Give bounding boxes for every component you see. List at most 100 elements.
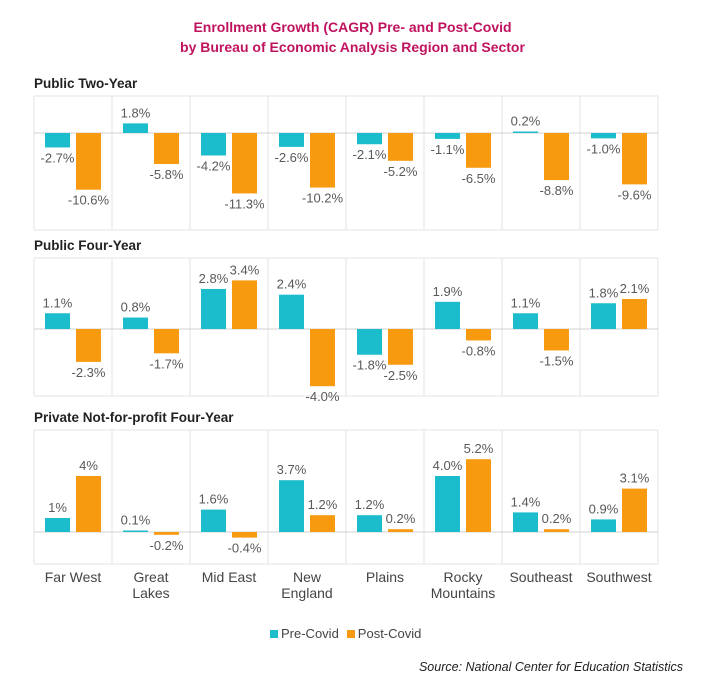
data-label-panel1-pre-4: -1.8% (353, 358, 387, 373)
data-label-panel2-pre-6: 1.4% (511, 494, 541, 509)
bar-panel1-pre-2 (201, 288, 226, 329)
bar-panel1-post-7 (622, 298, 647, 329)
data-label-panel1-post-3: -4.0% (306, 389, 340, 404)
legend-label-pre-covid: Pre-Covid (281, 626, 339, 641)
bar-panel2-post-1 (154, 532, 179, 535)
data-label-panel0-pre-7: -1.0% (587, 141, 621, 156)
bar-panel1-pre-0 (45, 313, 70, 329)
bar-panel1-post-2 (232, 280, 257, 329)
bar-panel2-pre-3 (279, 480, 304, 532)
data-label-panel0-pre-3: -2.6% (275, 150, 309, 165)
bar-panel2-post-2 (232, 532, 257, 538)
bar-panel1-post-5 (466, 329, 491, 341)
data-label-panel0-post-4: -5.2% (384, 164, 418, 179)
category-label-5: Rocky (444, 569, 483, 585)
data-label-panel0-pre-1: 1.8% (121, 105, 151, 120)
bar-panel2-post-3 (310, 515, 335, 532)
bar-panel1-pre-6 (513, 313, 538, 329)
bar-panel0-post-3 (310, 133, 335, 188)
bar-panel2-post-4 (388, 529, 413, 532)
data-label-panel2-post-3: 1.2% (308, 497, 338, 512)
category-label-7: Southwest (586, 569, 651, 585)
data-label-panel2-post-1: -0.2% (150, 538, 184, 553)
data-label-panel0-post-6: -8.8% (540, 183, 574, 198)
bar-panel1-pre-5 (435, 301, 460, 329)
legend-item-post-covid: Post-Covid (346, 626, 421, 641)
category-label-1-line2: Lakes (132, 585, 169, 601)
category-label-4: Plains (366, 569, 404, 585)
bar-panel0-pre-0 (45, 133, 70, 148)
legend-swatch-pre-covid (270, 629, 278, 638)
bar-panel2-pre-2 (201, 509, 226, 532)
data-label-panel1-pre-3: 2.4% (277, 277, 307, 292)
category-label-0: Far West (45, 569, 102, 585)
bar-panel1-post-3 (310, 329, 335, 387)
data-label-panel1-pre-2: 2.8% (199, 271, 229, 286)
bar-panel0-post-4 (388, 133, 413, 161)
data-label-panel1-pre-5: 1.9% (433, 284, 463, 299)
category-label-1: Great (133, 569, 168, 585)
bar-panel1-post-6 (544, 329, 569, 351)
bar-panel0-post-1 (154, 133, 179, 165)
category-label-2: Mid East (202, 569, 257, 585)
data-label-panel2-post-6: 0.2% (542, 511, 572, 526)
category-label-5-line2: Mountains (431, 585, 496, 601)
bar-panel2-pre-1 (123, 530, 148, 532)
bar-panel2-post-0 (76, 476, 101, 532)
data-label-panel1-pre-1: 0.8% (121, 300, 151, 315)
category-label-3-line2: England (281, 585, 332, 601)
data-label-panel1-post-0: -2.3% (72, 365, 106, 380)
bar-panel1-pre-4 (357, 329, 382, 355)
data-label-panel2-pre-4: 1.2% (355, 497, 385, 512)
bar-panel0-pre-4 (357, 133, 382, 145)
data-label-panel1-post-2: 3.4% (230, 262, 260, 277)
data-label-panel0-post-2: -11.3% (224, 196, 265, 211)
data-label-panel2-pre-2: 1.6% (199, 492, 229, 507)
data-label-panel0-post-1: -5.8% (150, 167, 184, 182)
bar-panel1-pre-1 (123, 317, 148, 329)
bar-panel0-pre-5 (435, 133, 460, 139)
bar-panel0-pre-6 (513, 131, 538, 133)
bar-panel0-post-5 (466, 133, 491, 168)
data-label-panel0-pre-0: -2.7% (41, 150, 75, 165)
data-label-panel2-post-0: 4% (79, 458, 98, 473)
bar-panel0-pre-1 (123, 123, 148, 133)
bar-panel1-post-0 (76, 329, 101, 362)
bar-panel0-post-2 (232, 133, 257, 194)
data-label-panel1-post-5: -0.8% (462, 343, 496, 358)
legend-swatch-post-covid (346, 629, 355, 638)
source-note: Source: National Center for Education St… (418, 660, 683, 674)
data-label-panel2-pre-7: 0.9% (589, 501, 619, 516)
data-label-panel1-post-4: -2.5% (384, 368, 418, 383)
data-label-panel2-post-4: 0.2% (386, 511, 416, 526)
data-label-panel1-post-1: -1.7% (150, 356, 184, 371)
bar-panel2-post-7 (622, 488, 647, 532)
data-label-panel2-pre-1: 0.1% (121, 513, 151, 528)
legend: Pre-Covid Post-Covid (270, 626, 425, 641)
bar-panel0-post-7 (622, 133, 647, 185)
bar-panel1-post-1 (154, 329, 179, 354)
data-label-panel1-post-6: -1.5% (540, 353, 574, 368)
data-label-panel0-post-3: -10.2% (302, 191, 344, 206)
bar-panel2-pre-6 (513, 512, 538, 532)
data-label-panel0-pre-2: -4.2% (197, 158, 231, 173)
data-label-panel0-pre-5: -1.1% (431, 142, 465, 157)
data-label-panel2-post-2: -0.4% (228, 541, 262, 556)
data-label-panel0-post-5: -6.5% (462, 171, 496, 186)
data-label-panel0-pre-6: 0.2% (511, 114, 541, 129)
bar-panel0-post-0 (76, 133, 101, 190)
bar-panel0-pre-3 (279, 133, 304, 147)
category-label-6: Southeast (509, 569, 572, 585)
data-label-panel1-pre-0: 1.1% (43, 295, 73, 310)
panel-title-public-four-year: Public Four-Year (34, 238, 142, 253)
data-label-panel2-post-7: 3.1% (620, 471, 650, 486)
data-label-panel1-post-7: 2.1% (620, 281, 650, 296)
data-label-panel0-post-7: -9.6% (618, 187, 652, 202)
data-label-panel2-pre-0: 1% (48, 500, 67, 515)
data-label-panel2-pre-3: 3.7% (277, 462, 307, 477)
data-label-panel0-post-0: -10.6% (68, 193, 110, 208)
bar-panel2-pre-7 (591, 519, 616, 532)
panel-title-public-two-year: Public Two-Year (34, 76, 138, 91)
chart-title-line-2: by Bureau of Economic Analysis Region an… (180, 39, 525, 55)
